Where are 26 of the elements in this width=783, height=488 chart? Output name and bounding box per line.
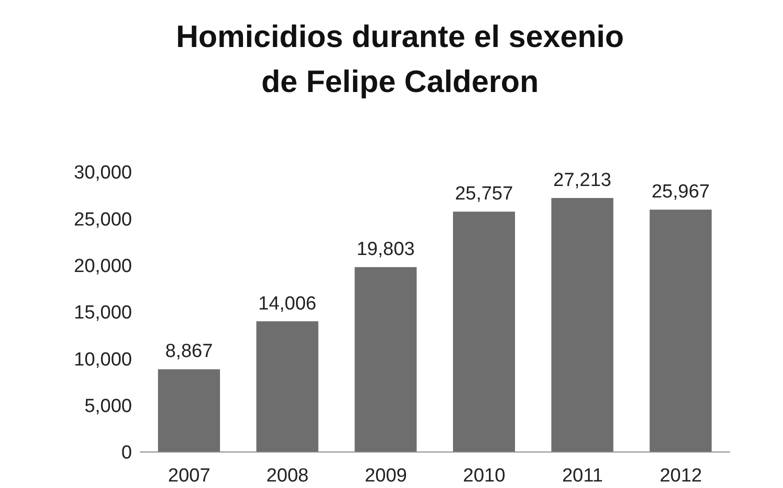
y-tick-label: 30,000 <box>74 162 132 184</box>
y-tick-label: 25,000 <box>74 209 132 230</box>
bar <box>453 212 515 452</box>
data-label: 25,967 <box>652 182 710 203</box>
y-tick-label: 20,000 <box>74 256 132 278</box>
bar <box>354 267 417 452</box>
x-tick-label: 2007 <box>168 465 210 486</box>
chart-title: Homicidios durante el sexenio de Felipe Calderon <box>175 18 625 101</box>
y-tick-label: 10,000 <box>74 349 132 370</box>
y-tick-label: 15,000 <box>74 302 132 324</box>
data-label: 8,867 <box>165 341 213 362</box>
x-tick-label: 2011 <box>562 465 603 486</box>
x-tick-label: 2009 <box>364 465 407 486</box>
bar <box>158 369 220 452</box>
x-tick-label: 2008 <box>266 465 309 486</box>
bar <box>650 210 712 452</box>
x-tick-label: 2010 <box>463 465 506 486</box>
data-label: 25,757 <box>454 184 514 205</box>
y-tick-label: 0 <box>121 442 132 464</box>
y-tick-label: 5,000 <box>84 396 132 418</box>
bar <box>256 321 318 452</box>
data-label: 19,803 <box>356 239 415 260</box>
data-label: 14,006 <box>258 293 316 314</box>
data-label: 27,213 <box>553 170 612 192</box>
x-tick-label: 2012 <box>660 465 702 486</box>
bar <box>551 198 614 452</box>
